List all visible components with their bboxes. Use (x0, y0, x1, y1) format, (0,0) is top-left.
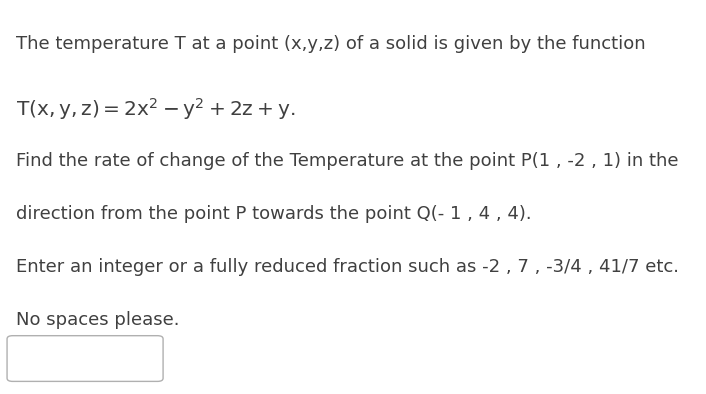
Text: Find the rate of change of the Temperature at the point P(1 , -2 , 1) in the: Find the rate of change of the Temperatu… (16, 152, 678, 170)
Text: Enter an integer or a fully reduced fraction such as -2 , 7 , -3/4 , 41/7 etc.: Enter an integer or a fully reduced frac… (16, 258, 678, 276)
Text: The temperature T at a point (x,y,z) of a solid is given by the function: The temperature T at a point (x,y,z) of … (16, 35, 645, 54)
Text: No spaces please.: No spaces please. (16, 311, 179, 329)
Text: $\mathregular{T(x,y,z) = 2x^2 - y^2 + 2z + y.}$: $\mathregular{T(x,y,z) = 2x^2 - y^2 + 2z… (16, 97, 295, 123)
FancyBboxPatch shape (7, 336, 163, 381)
Text: direction from the point P towards the point Q(- 1 , 4 , 4).: direction from the point P towards the p… (16, 205, 531, 223)
